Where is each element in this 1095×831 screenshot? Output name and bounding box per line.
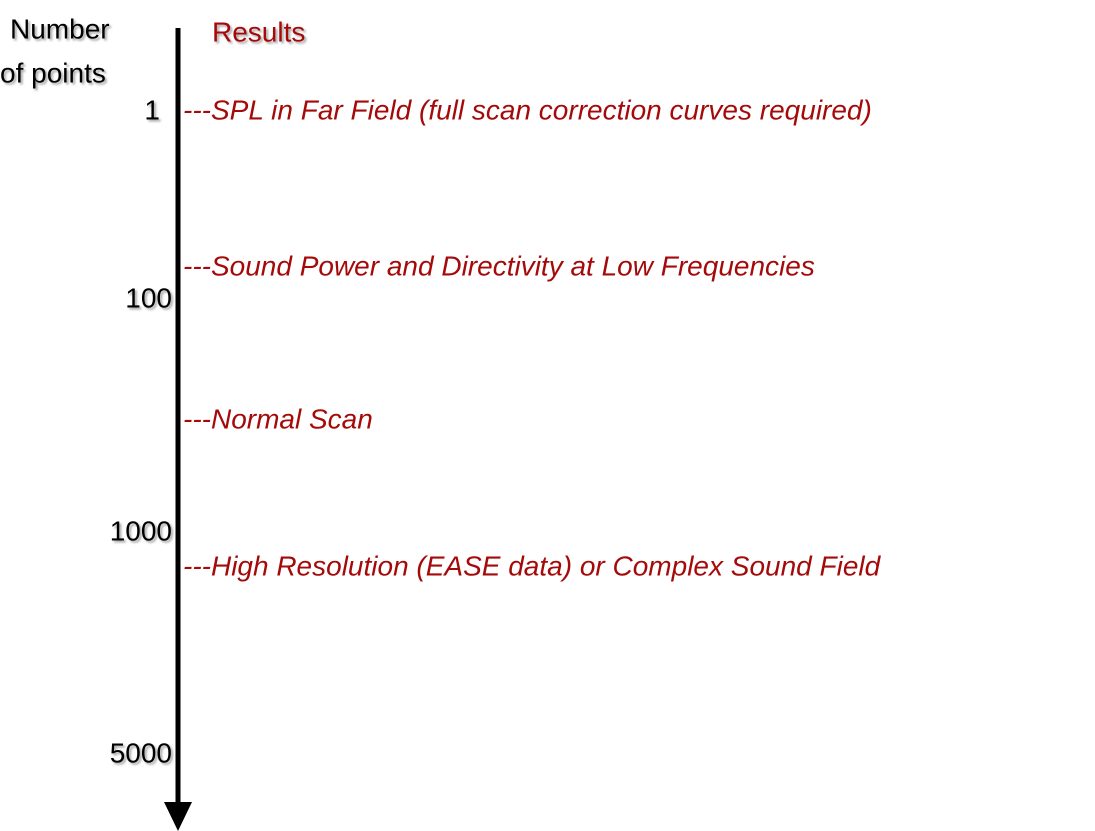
result-item: ---High Resolution (EASE data) or Comple…	[183, 550, 882, 581]
axis-title-line: of points	[0, 57, 106, 88]
results-title: Results	[212, 16, 305, 47]
axis-title-line: Number	[10, 13, 110, 44]
tick-label: 1000	[110, 515, 172, 546]
result-item: ---Sound Power and Directivity at Low Fr…	[183, 250, 815, 281]
result-item: ---SPL in Far Field (full scan correctio…	[183, 94, 872, 125]
tick-label: 100	[125, 282, 172, 313]
tick-label: 1	[144, 94, 160, 125]
result-item: ---Normal Scan	[183, 403, 373, 434]
tick-label: 5000	[110, 737, 172, 768]
axis-arrowhead	[164, 802, 192, 831]
